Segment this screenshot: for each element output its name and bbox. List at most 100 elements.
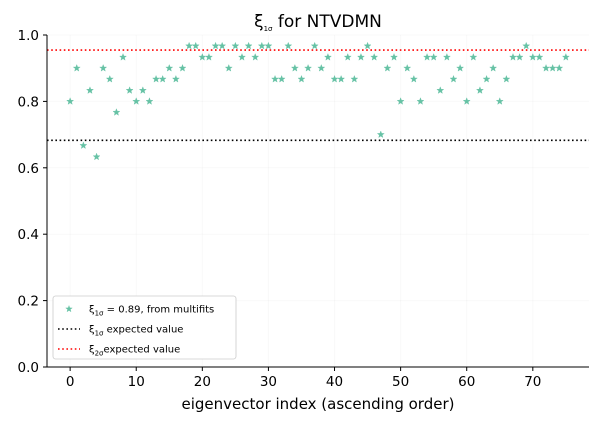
x-axis-label: eigenvector index (ascending order) — [182, 395, 455, 413]
legend-label: ξ2σexpected value — [89, 345, 180, 358]
data-point — [489, 64, 498, 72]
data-point — [211, 41, 220, 50]
x-tick-label: 30 — [260, 374, 277, 390]
data-point — [390, 53, 398, 61]
data-point — [224, 64, 233, 72]
data-point — [238, 53, 246, 61]
data-point — [475, 86, 484, 94]
legend-box — [52, 295, 237, 360]
data-point — [304, 64, 313, 72]
data-points — [66, 41, 570, 161]
data-point — [112, 108, 121, 116]
data-point — [251, 53, 260, 61]
data-point — [85, 86, 94, 94]
y-ticks: 0.0 0.2 0.4 0.6 0.8 1.0 — [18, 28, 47, 376]
y-tick-label: 0.6 — [18, 161, 39, 177]
data-point — [310, 41, 319, 50]
data-point — [204, 53, 213, 61]
data-point — [218, 41, 227, 50]
axes — [46, 35, 589, 368]
data-point — [178, 64, 187, 72]
data-point — [469, 53, 478, 61]
data-point — [442, 53, 451, 61]
data-point — [509, 53, 517, 61]
data-point — [436, 86, 445, 94]
legend-item-1sigma: ξ1σ expected value — [58, 325, 183, 338]
data-point — [105, 74, 114, 83]
y-tick-label: 0.0 — [18, 360, 39, 376]
data-point — [376, 130, 385, 138]
data-point — [548, 64, 557, 72]
data-point — [528, 53, 537, 61]
data-point — [191, 41, 200, 50]
legend-item-points: ξ1σ = 0.89, from multifits — [65, 305, 214, 318]
x-ticks: 0 10 20 30 40 50 60 70 — [66, 367, 541, 390]
data-point — [125, 86, 134, 94]
data-point — [271, 74, 280, 83]
data-point — [495, 97, 504, 105]
legend-label: ξ1σ expected value — [89, 325, 183, 338]
data-point — [119, 53, 127, 61]
x-tick-label: 10 — [128, 374, 145, 390]
data-point — [132, 97, 141, 105]
data-point — [403, 64, 412, 72]
data-point — [502, 74, 511, 83]
y-tick-label: 1.0 — [18, 28, 39, 44]
legend: ξ1σ = 0.89, from multifits ξ1σ expected v… — [52, 295, 237, 360]
data-point — [317, 64, 326, 72]
data-point — [185, 41, 194, 50]
data-point — [423, 53, 432, 61]
data-point — [284, 41, 293, 50]
data-point — [244, 41, 253, 50]
x-tick-label: 60 — [458, 374, 475, 390]
data-point — [152, 74, 161, 83]
data-point — [456, 64, 465, 72]
x-tick-label: 20 — [194, 374, 211, 390]
data-point — [138, 86, 147, 94]
x-tick-label: 0 — [66, 374, 75, 390]
chart-title: ξ1σ for NTVDMN — [254, 12, 382, 33]
data-point — [231, 41, 240, 50]
y-tick-label: 0.8 — [18, 94, 39, 110]
data-point — [482, 74, 491, 83]
data-point — [297, 74, 306, 83]
data-point — [350, 74, 359, 83]
x-tick-label: 40 — [326, 374, 343, 390]
data-point — [370, 53, 379, 61]
legend-marker-star — [65, 305, 73, 313]
data-point — [337, 74, 346, 83]
data-point — [383, 64, 392, 72]
data-point — [343, 53, 352, 61]
data-point — [165, 64, 174, 72]
data-point — [171, 74, 180, 83]
x-tick-label: 50 — [392, 374, 409, 390]
data-point — [396, 97, 405, 105]
data-point — [99, 64, 108, 72]
data-point — [462, 97, 471, 105]
data-point — [416, 97, 425, 105]
y-tick-label: 0.4 — [18, 227, 39, 243]
data-point — [257, 41, 266, 50]
legend-label: ξ1σ = 0.89, from multifits — [89, 305, 214, 318]
data-point — [92, 152, 101, 161]
data-point — [515, 53, 524, 61]
y-tick-label: 0.2 — [18, 294, 39, 310]
legend-items: ξ1σ = 0.89, from multifits ξ1σ expected v… — [58, 305, 214, 358]
data-point — [72, 64, 81, 72]
data-point — [330, 74, 339, 83]
data-point — [277, 74, 286, 83]
data-point — [198, 53, 207, 61]
data-point — [363, 41, 372, 50]
data-point — [449, 74, 458, 83]
data-point — [290, 64, 299, 72]
data-point — [429, 53, 438, 61]
data-point — [323, 53, 332, 61]
data-point — [522, 41, 531, 50]
x-tick-label: 70 — [524, 374, 541, 390]
data-point — [409, 74, 418, 83]
legend-item-2sigma: ξ2σexpected value — [58, 345, 180, 358]
data-point — [66, 97, 75, 105]
data-point — [535, 53, 544, 61]
data-point — [158, 74, 167, 83]
